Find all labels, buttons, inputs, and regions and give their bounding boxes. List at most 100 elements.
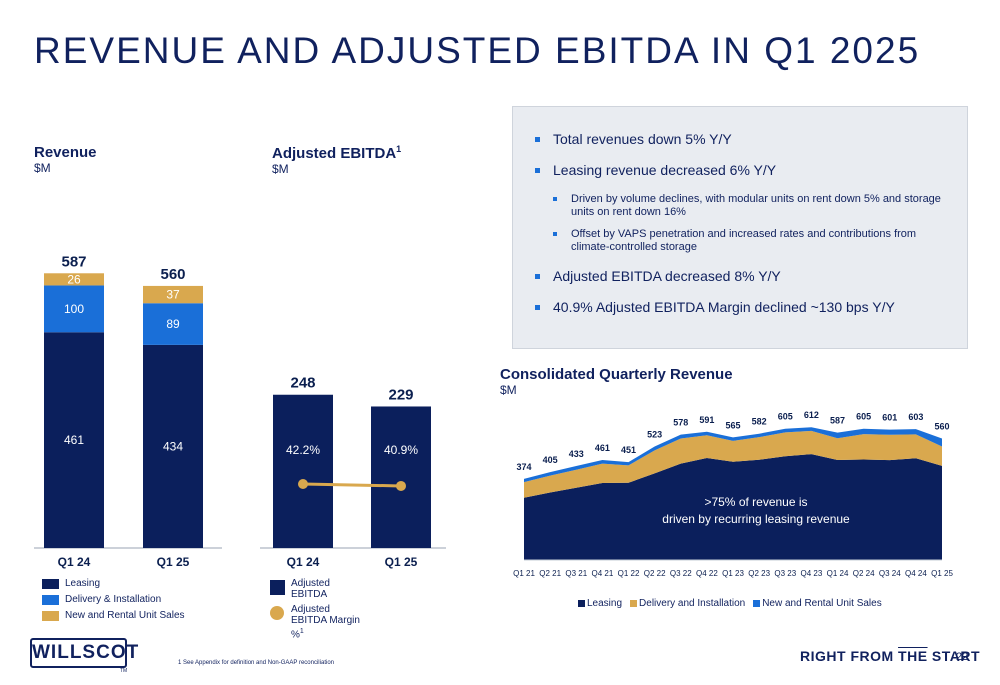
ebitda-bar-chart: 248 42.2% Q1 24 229 40.9% Q1 25: [260, 375, 446, 569]
highlight-ebitda-margin: 40.9% Adjusted EBITDA Margin declined ~1…: [535, 299, 955, 316]
revenue-chart-title: Revenue: [34, 144, 97, 161]
revenue-legend: Leasing Delivery & Installation New and …: [42, 578, 185, 621]
quarterly-x-tick-12: Q1 24: [827, 569, 849, 578]
footnote: 1 See Appendix for definition and Non-GA…: [178, 660, 334, 666]
quarterly-total-13: 605: [856, 412, 871, 422]
ebitda-chart-title: Adjusted EBITDA1: [272, 144, 401, 162]
revenue-bar-label-0-0: 461: [64, 433, 84, 447]
quarterly-x-tick-5: Q2 22: [644, 569, 666, 578]
ebitda-x-tick-1: Q1 25: [385, 555, 418, 569]
quarterly-x-tick-2: Q3 21: [565, 569, 587, 578]
revenue-bar-label-0-1: 434: [163, 439, 183, 453]
quarterly-area-1: [524, 430, 942, 498]
quarterly-total-11: 612: [804, 410, 819, 420]
ebitda-title-footnote: 1: [396, 144, 402, 154]
ebitda-margin-label-1: 40.9%: [384, 443, 418, 457]
highlights-panel: Total revenues down 5% Y/Y Leasing reven…: [512, 106, 968, 349]
quarterly-total-0: 374: [516, 462, 531, 472]
quarterly-x-tick-3: Q4 21: [591, 569, 613, 578]
revenue-total-label-1: 560: [160, 266, 185, 283]
quarterly-annotation-line2: driven by recurring leasing revenue: [662, 512, 850, 526]
revenue-chart-header: Revenue $M: [34, 144, 97, 175]
legend-swatch-margin: [270, 606, 284, 620]
quarterly-areas: [524, 427, 942, 561]
quarterly-total-6: 578: [673, 418, 688, 428]
quarterly-total-9: 582: [752, 417, 767, 427]
q-legend-label-leasing: Leasing: [587, 598, 623, 609]
highlights-list: Total revenues down 5% Y/Y Leasing reven…: [535, 131, 955, 330]
quarterly-x-tick-8: Q1 23: [722, 569, 744, 578]
legend-ebitda-margin: Adjusted EBITDA Margin %1: [270, 604, 367, 640]
page-number: 22: [956, 651, 969, 663]
quarterly-total-1: 405: [543, 455, 558, 465]
quarterly-x-tick-9: Q2 23: [748, 569, 770, 578]
legend-swatch-leasing: [42, 578, 59, 589]
highlight-leasing-revenue: Leasing revenue decreased 6% Y/Y: [535, 162, 955, 179]
quarterly-area-2: [524, 427, 942, 483]
quarterly-chart-header: Consolidated Quarterly Revenue $M: [500, 366, 733, 397]
quarterly-area-chart: 374 405 433 461 451 523 578 591 565 582 605 612 587 6…: [513, 410, 953, 578]
quarterly-total-14: 601: [882, 413, 897, 423]
highlight-total-revenue: Total revenues down 5% Y/Y: [535, 131, 955, 148]
legend-label-ebitda: Adjusted EBITDA: [291, 578, 330, 600]
quarterly-x-tick-6: Q3 22: [670, 569, 692, 578]
legend-swatch-ebitda: [270, 580, 285, 595]
quarterly-total-2: 433: [569, 449, 584, 459]
ebitda-chart-header: Adjusted EBITDA1 $M: [272, 144, 401, 176]
quarterly-x-tick-15: Q4 24: [905, 569, 927, 578]
q-legend-label-sales: New and Rental Unit Sales: [762, 598, 882, 609]
quarterly-total-10: 605: [778, 412, 793, 422]
revenue-bar-label-2-0: 26: [67, 272, 81, 286]
legend-label-delivery: Delivery & Installation: [65, 594, 162, 605]
highlight-ebitda-decrease: Adjusted EBITDA decreased 8% Y/Y: [535, 268, 955, 285]
logo-trademark: TM: [120, 668, 128, 674]
q-legend-delivery: Delivery and Installation: [630, 598, 745, 609]
legend-label-margin-text: Adjusted EBITDA Margin %: [291, 604, 360, 641]
quarterly-total-7: 591: [699, 415, 714, 425]
quarterly-total-8: 565: [725, 420, 740, 430]
revenue-total-label-0: 587: [61, 253, 86, 270]
revenue-chart-subtitle: $M: [34, 161, 51, 175]
quarterly-x-tick-11: Q4 23: [800, 569, 822, 578]
revenue-bar-label-1-1: 89: [166, 317, 180, 331]
legend-label-leasing: Leasing: [65, 578, 101, 589]
quarterly-x-tick-4: Q1 22: [618, 569, 640, 578]
revenue-bar-2-1: [143, 285, 203, 304]
quarterly-chart-subtitle: $M: [500, 383, 517, 397]
legend-swatch-sales: [42, 610, 59, 621]
q-legend-swatch-sales: [753, 600, 761, 607]
q-legend-label-delivery: Delivery and Installation: [639, 598, 746, 609]
revenue-bar-2-0: [44, 273, 104, 286]
quarterly-x-tick-10: Q3 23: [774, 569, 796, 578]
revenue-bar-1-1: [143, 303, 203, 345]
quarterly-total-3: 461: [595, 443, 610, 453]
revenue-bar-1-0: [44, 285, 104, 333]
willscot-logo: WILLSCOT: [30, 638, 138, 668]
q-legend-sales: New and Rental Unit Sales: [753, 598, 882, 609]
ebitda-total-label-1: 229: [388, 386, 413, 403]
quarterly-x-tick-7: Q4 22: [696, 569, 718, 578]
ebitda-legend: Adjusted EBITDA Adjusted EBITDA Margin %…: [270, 578, 367, 640]
quarterly-x-tick-16: Q1 25: [931, 569, 953, 578]
ebitda-bar-1: [371, 406, 431, 548]
legend-delivery: Delivery & Installation: [42, 594, 185, 605]
legend-label-margin: Adjusted EBITDA Margin %1: [291, 604, 367, 640]
quarterly-total-labels: 374 405 433 461 451 523 578 591 565 582 605 612 587 6…: [516, 410, 949, 472]
highlight-vaps-offset: Offset by VAPS penetration and increased…: [553, 228, 955, 254]
quarterly-x-tick-1: Q2 21: [539, 569, 561, 578]
ebitda-chart-subtitle: $M: [272, 162, 289, 176]
quarterly-total-5: 523: [647, 430, 662, 440]
quarterly-total-4: 451: [621, 445, 636, 455]
q-legend-swatch-delivery: [630, 600, 638, 607]
legend-leasing: Leasing: [42, 578, 185, 589]
legend-sales: New and Rental Unit Sales: [42, 610, 185, 621]
highlight-volume-declines: Driven by volume declines, with modular …: [553, 193, 955, 219]
tagline: RIGHT FROM THE START: [800, 648, 981, 664]
revenue-x-tick-1: Q1 25: [157, 555, 190, 569]
ebitda-x-tick-0: Q1 24: [287, 555, 320, 569]
revenue-bar-chart: 461 100 26 587 Q1 24 434 89 37 560 Q1 25: [34, 253, 222, 569]
quarterly-total-15: 603: [908, 412, 923, 422]
bar-charts-svg: 461 100 26 587 Q1 24 434 89 37 560 Q1 25 248 42.2%…: [34, 253, 446, 569]
ebitda-margin-line: [302, 482, 402, 488]
quarterly-x-tick-13: Q2 24: [853, 569, 875, 578]
